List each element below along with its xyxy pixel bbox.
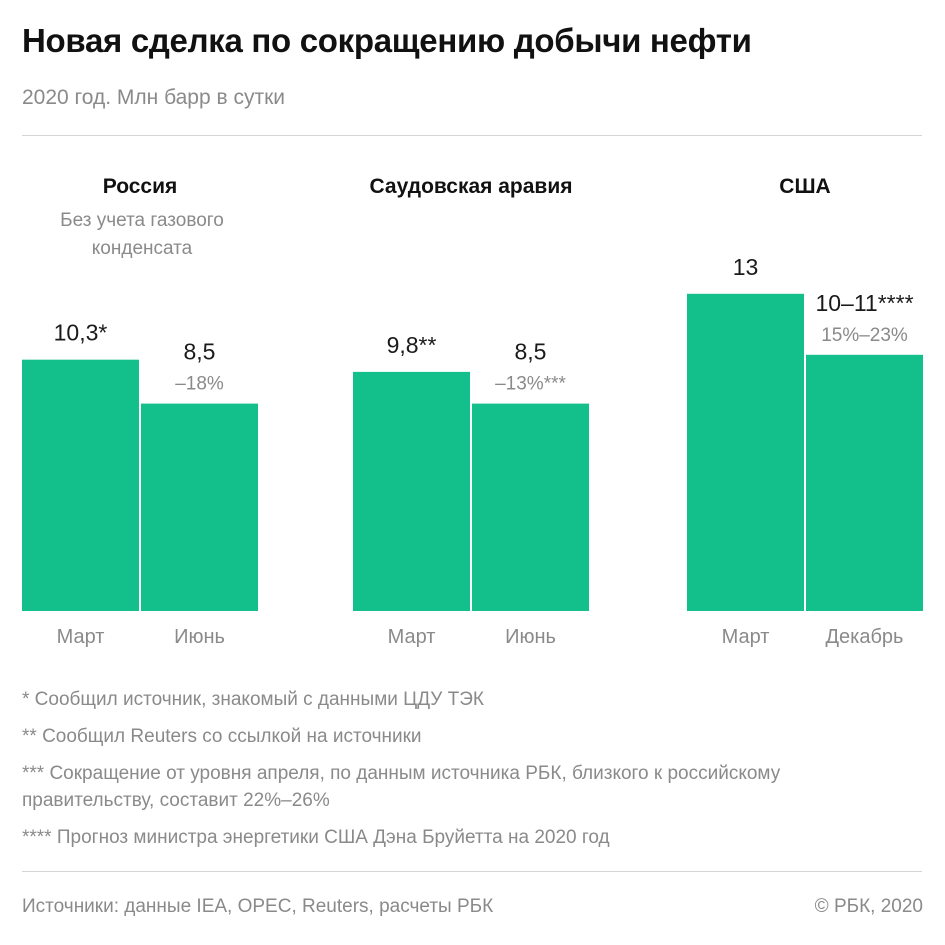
bar-change-label: 15%–23% xyxy=(821,325,908,346)
bar-value-label: 8,5 xyxy=(515,339,547,365)
footnote-1: * Сообщил источник, знакомый с данными Ц… xyxy=(22,689,484,710)
category-label: Март xyxy=(57,626,105,648)
bottom-divider xyxy=(22,871,922,872)
bar-value-label: 9,8** xyxy=(387,332,437,358)
footnote-2: ** Сообщил Reuters со ссылкой на источни… xyxy=(22,726,422,747)
sources-text: Источники: данные IEA, OPEC, Reuters, ра… xyxy=(22,896,494,917)
bar-3-2 xyxy=(806,354,923,611)
bar-2-2 xyxy=(472,403,589,611)
category-label: Июнь xyxy=(174,626,225,648)
footnotes: * Сообщил источник, знакомый с данными Ц… xyxy=(22,686,922,861)
bar-2-1 xyxy=(353,371,470,611)
category-label: Декабрь xyxy=(826,626,904,648)
chart-title: Новая сделка по сокращению добычи нефти xyxy=(22,22,752,59)
bar-3-1 xyxy=(687,293,804,611)
bar-value-label: 10,3* xyxy=(54,320,108,346)
top-divider xyxy=(22,135,922,136)
bar-1-1 xyxy=(22,359,139,611)
chart-subtitle: 2020 год. Млн барр в сутки xyxy=(22,86,286,109)
copyright-text: © РБК, 2020 xyxy=(814,896,923,917)
category-label: Июнь xyxy=(505,626,556,648)
bar-chart: Россия Без учета газового конденсата 10,3* М… xyxy=(22,175,923,648)
group-title: США xyxy=(779,175,830,198)
group-title: Россия xyxy=(103,175,178,198)
category-label: Март xyxy=(388,626,436,648)
footnote-4: **** Прогноз министра энергетики США Дэн… xyxy=(22,827,610,848)
category-label: Март xyxy=(722,626,770,648)
bar-change-label: –13%*** xyxy=(495,374,566,395)
group-title: Саудовская аравия xyxy=(369,175,572,198)
bar-change-label: –18% xyxy=(175,374,224,395)
group-note-line: Без учета газового xyxy=(60,210,224,231)
bar-value-label: 8,5 xyxy=(184,339,216,365)
bar-value-label: 13 xyxy=(733,254,759,280)
footnote-3: *** Сокращение от уровня апреля, по данн… xyxy=(22,763,781,811)
bar-1-2 xyxy=(141,403,258,611)
group-note-line: конденсата xyxy=(92,238,193,259)
bar-value-label: 10–11**** xyxy=(815,290,913,316)
